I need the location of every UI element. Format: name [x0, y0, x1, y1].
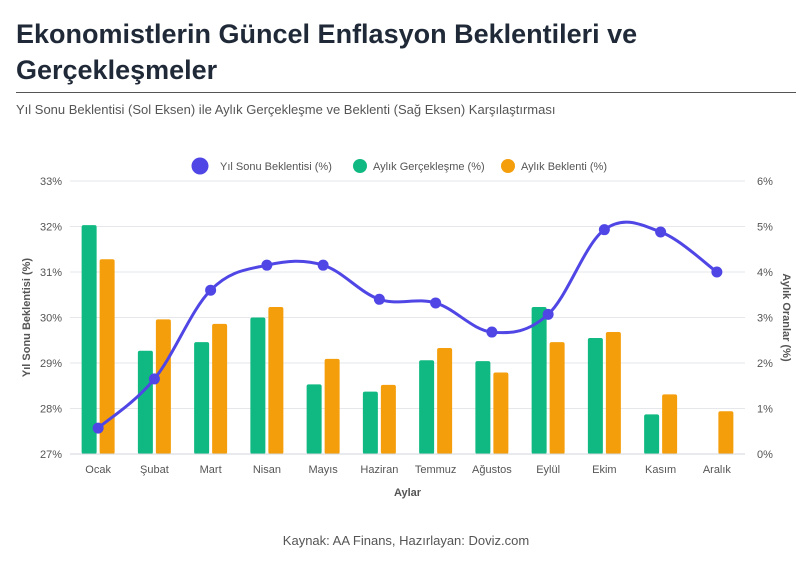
- x-tick-label: Mart: [200, 464, 222, 476]
- y-left-tick-label: 29%: [40, 358, 62, 370]
- line-point: [542, 308, 554, 320]
- bar-gerceklesme: [475, 361, 491, 454]
- bar-beklenti: [662, 394, 678, 454]
- bar-gerceklesme: [531, 307, 547, 454]
- line-point: [148, 373, 160, 385]
- bar-beklenti: [605, 332, 621, 454]
- y-right-tick-label: 3%: [757, 313, 773, 325]
- x-tick-label: Ekim: [592, 464, 616, 476]
- bar-gerceklesme: [362, 391, 378, 454]
- line-point: [598, 224, 610, 236]
- line-point: [92, 422, 104, 434]
- y-right-tick-label: 2%: [757, 358, 773, 370]
- line-point: [711, 266, 723, 278]
- legend: Yıl Sonu Beklentisi (%) Aylık Gerçekleşme…: [191, 157, 607, 175]
- bars: [81, 225, 734, 454]
- legend-label: Aylık Beklenti (%): [521, 161, 607, 173]
- legend-label: Aylık Gerçekleşme (%): [373, 161, 485, 173]
- bar-beklenti: [212, 323, 228, 454]
- line-point: [261, 259, 273, 271]
- y-right-axis-title: Aylık Oranlar (%): [780, 273, 792, 362]
- grid-lines: [70, 180, 745, 455]
- y-right-tick-label: 1%: [757, 404, 773, 416]
- x-tick-label: Nisan: [253, 464, 281, 476]
- trend-line: [92, 220, 723, 434]
- axes: 27% 0% 28% 1% 29% 2% 30% 3% 31% 4% 32% 5% 33% 6% Ocak Ş…: [21, 176, 792, 499]
- bar-gerceklesme: [81, 225, 97, 454]
- bar-beklenti: [324, 358, 340, 454]
- x-tick-label: Ağustos: [472, 464, 512, 476]
- x-tick-label: Eylül: [536, 464, 560, 476]
- y-right-tick-label: 4%: [757, 267, 773, 279]
- bar-beklenti: [380, 384, 396, 454]
- y-left-tick-label: 32%: [40, 222, 62, 234]
- x-tick-label: Şubat: [140, 464, 169, 476]
- x-tick-label: Aralık: [703, 464, 732, 476]
- legend-marker: [353, 159, 367, 173]
- y-left-tick-label: 28%: [40, 404, 62, 416]
- bar-beklenti: [155, 319, 171, 454]
- bar-beklenti: [437, 347, 453, 454]
- x-tick-label: Ocak: [85, 464, 111, 476]
- y-left-tick-label: 27%: [40, 449, 62, 461]
- bar-beklenti: [493, 372, 509, 454]
- line-point: [373, 293, 385, 305]
- legend-marker: [501, 159, 515, 173]
- bar-gerceklesme: [644, 414, 660, 454]
- y-left-tick-label: 30%: [40, 313, 62, 325]
- x-tick-label: Kasım: [645, 464, 676, 476]
- source-note: Kaynak: AA Finans, Hazırlayan: Doviz.com: [282, 533, 530, 548]
- bar-gerceklesme: [137, 350, 153, 454]
- line-point: [655, 226, 667, 238]
- line-point: [317, 259, 329, 271]
- y-left-axis-title: Yıl Sonu Beklentisi (%): [21, 258, 33, 378]
- y-right-tick-label: 0%: [757, 449, 773, 461]
- x-tick-label: Haziran: [360, 464, 398, 476]
- line-point: [430, 297, 442, 309]
- chart: 27% 0% 28% 1% 29% 2% 30% 3% 31% 4% 32% 5% 33% 6% Ocak Ş…: [21, 157, 792, 499]
- bar-gerceklesme: [419, 360, 435, 454]
- y-right-tick-label: 5%: [757, 222, 773, 234]
- legend-label: Yıl Sonu Beklentisi (%): [220, 161, 332, 173]
- x-tick-label: Temmuz: [415, 464, 457, 476]
- x-axis-title: Aylar: [394, 487, 422, 499]
- legend-marker: [191, 157, 209, 175]
- bar-gerceklesme: [250, 317, 266, 454]
- bar-beklenti: [268, 307, 284, 454]
- y-right-tick-label: 6%: [757, 176, 773, 188]
- bar-gerceklesme: [306, 384, 322, 454]
- y-left-tick-label: 33%: [40, 176, 62, 188]
- y-left-tick-label: 31%: [40, 267, 62, 279]
- line-point: [486, 326, 498, 338]
- bar-beklenti: [549, 342, 565, 454]
- page-title: Ekonomistlerin Güncel Enflasyon Beklenti…: [16, 19, 638, 85]
- bar-gerceklesme: [194, 342, 210, 454]
- bar-beklenti: [718, 411, 734, 454]
- title-divider: [16, 92, 796, 93]
- line-yil-sonu-beklentisi: [97, 220, 718, 430]
- page-subtitle: Yıl Sonu Beklentisi (Sol Eksen) ile Aylı…: [16, 102, 556, 117]
- bar-beklenti: [99, 259, 115, 454]
- bar-gerceklesme: [587, 337, 603, 454]
- x-tick-label: Mayıs: [308, 464, 338, 476]
- line-point: [205, 284, 217, 296]
